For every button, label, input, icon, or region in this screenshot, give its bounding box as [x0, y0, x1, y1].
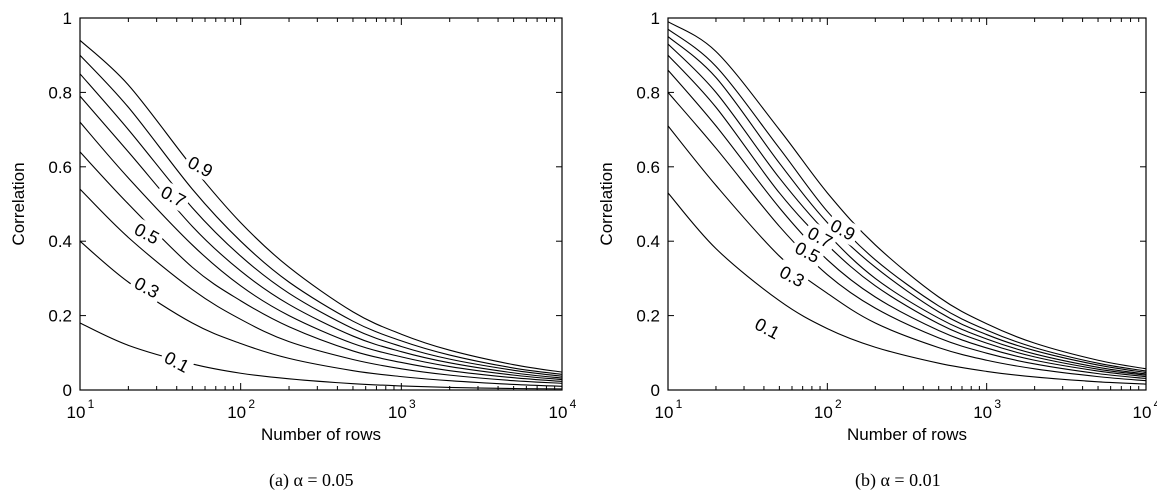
contour-label-backdrop — [823, 212, 863, 247]
chart-a-contour-label-group: 0.1 — [157, 344, 196, 379]
chart-b-x-tick-label: 104 — [1133, 397, 1157, 422]
chart-a-y-tick-label: 0 — [63, 381, 72, 400]
chart-b-x-tick-base: 10 — [1133, 403, 1152, 422]
chart-a-series-0-2 — [79, 240, 563, 387]
chart-b-x-tick-exponent: 4 — [1154, 397, 1157, 411]
contour-label-backdrop — [127, 270, 166, 305]
chart-b-x-tick-exponent: 3 — [994, 397, 1001, 411]
chart-a-series-0-1 — [79, 322, 563, 390]
chart-b-series-0-4 — [667, 69, 1147, 378]
chart-panel-a: 0.1 0.3 0.5 0.7 0.9 0 0.2 0.4 0.6 0.8 1 10 1 10 2 10 3 10… — [0, 0, 578, 495]
chart-b-contour-labels: 0.10.30.50.70.9 — [748, 212, 863, 345]
chart-b-caption: (b) α = 0.01 — [855, 470, 941, 490]
chart-a-curves — [79, 39, 563, 390]
contour-label-backdrop — [748, 311, 787, 345]
chart-a-series-0-8 — [79, 54, 563, 375]
chart-a-x-tick-exponent: 1 — [88, 397, 95, 411]
chart-a-x-tick-label: 10 3 — [388, 397, 416, 422]
chart-b-y-tick-label: 0.6 — [636, 158, 660, 177]
chart-a-contour-label-group: 0.7 — [154, 179, 193, 213]
chart-b-x-tick-label: 10 3 — [973, 397, 1001, 422]
contour-label-backdrop — [154, 179, 193, 213]
chart-a-ylabel: Correlation — [9, 162, 28, 245]
chart-b-series-0-5 — [667, 54, 1147, 376]
chart-b-y-tick-label: 0 — [651, 381, 660, 400]
chart-b-curves — [667, 21, 1147, 385]
chart-b-y-tick-label: 0.4 — [636, 232, 660, 251]
chart-a-x-tick-exponent: 4 — [570, 397, 577, 411]
chart-a-y-tick-label: 0.4 — [48, 232, 72, 251]
chart-a-series-0-3 — [79, 188, 563, 384]
chart-b-x-tick-label: 10 2 — [814, 397, 842, 422]
chart-a-contour-label-group: 0.3 — [127, 270, 166, 305]
chart-a-x-tick-base: 10 — [549, 403, 568, 422]
chart-a-xlabel: Number of rows — [261, 425, 381, 444]
chart-b-y-tick-label: 1 — [651, 9, 660, 28]
contour-label-backdrop — [801, 220, 840, 254]
chart-a-x-axis: 10 1 10 2 10 3 10 4 — [67, 18, 577, 422]
chart-b-x-tick-exponent: 2 — [835, 397, 842, 411]
chart-a-series-0-9 — [79, 39, 563, 373]
chart-a-contour-label-group: 0.9 — [181, 149, 220, 184]
chart-a-y-tick-label: 0.2 — [48, 307, 72, 326]
chart-b-series-0-2 — [667, 125, 1147, 382]
chart-b-xlabel: Number of rows — [847, 425, 967, 444]
chart-panel-b: 0.1 0.3 0.5 0.7 0.9 0 0.2 0.4 0.6 0.8 1 10 1 10 2 10 3 10… — [578, 0, 1157, 495]
contour-label-backdrop — [157, 344, 196, 379]
chart-a-y-axis: 0 0.2 0.4 0.6 0.8 1 — [48, 9, 562, 400]
chart-a-x-tick-base: 10 — [388, 403, 407, 422]
chart-a-x-tick-exponent: 3 — [409, 397, 416, 411]
chart-b-series-0-9 — [667, 21, 1147, 370]
chart-b-contour-label-group: 0.1 — [748, 311, 787, 345]
chart-a-x-tick-base: 10 — [67, 403, 86, 422]
chart-b-x-tick-exponent: 1 — [676, 397, 683, 411]
chart-b-y-axis: 0 0.2 0.4 0.6 0.8 1 — [636, 9, 1146, 400]
chart-b-series-0-8 — [667, 28, 1147, 372]
chart-a-contour-label-group: 0.5 — [127, 216, 166, 251]
contour-label-backdrop — [788, 235, 827, 269]
chart-b-series-0-6 — [667, 43, 1147, 375]
chart-b-y-tick-label: 0.2 — [636, 307, 660, 326]
chart-a-y-tick-label: 1 — [63, 9, 72, 28]
contour-label-backdrop — [773, 259, 812, 293]
chart-b-y-tick-label: 0.8 — [636, 83, 660, 102]
chart-a-x-tick-label: 10 4 — [549, 397, 577, 422]
chart-b-ylabel: Correlation — [597, 162, 616, 245]
chart-a-x-tick-base: 10 — [227, 403, 246, 422]
chart-b-series-0-3 — [667, 92, 1147, 380]
chart-b-x-tick-base: 10 — [973, 403, 992, 422]
chart-a-series-0-4 — [79, 151, 563, 382]
chart-a-frame — [79, 17, 563, 391]
chart-b-x-tick-label: 10 1 — [655, 397, 683, 422]
chart-b-x-tick-base: 10 — [814, 403, 833, 422]
chart-a-x-tick-label: 10 1 — [67, 397, 95, 422]
chart-a-x-tick-exponent: 2 — [248, 397, 255, 411]
chart-a-caption: (a) α = 0.05 — [269, 470, 354, 490]
contour-label-backdrop — [181, 149, 220, 184]
chart-b-series-0-1 — [667, 192, 1147, 385]
chart-b-series-0-7 — [667, 36, 1147, 374]
chart-a-y-tick-label: 0.8 — [48, 83, 72, 102]
chart-b-frame — [667, 17, 1147, 391]
chart-b-x-tick-base: 10 — [655, 403, 674, 422]
chart-a-x-tick-label: 10 2 — [227, 397, 255, 422]
chart-a-series-0-6 — [79, 95, 563, 379]
chart-a-series-0-5 — [79, 121, 563, 381]
contour-label-backdrop — [127, 216, 166, 251]
chart-a-y-tick-label: 0.6 — [48, 158, 72, 177]
chart-a-series-0-7 — [79, 73, 563, 377]
chart-b-contour-label-group: 0.3 — [773, 259, 812, 293]
